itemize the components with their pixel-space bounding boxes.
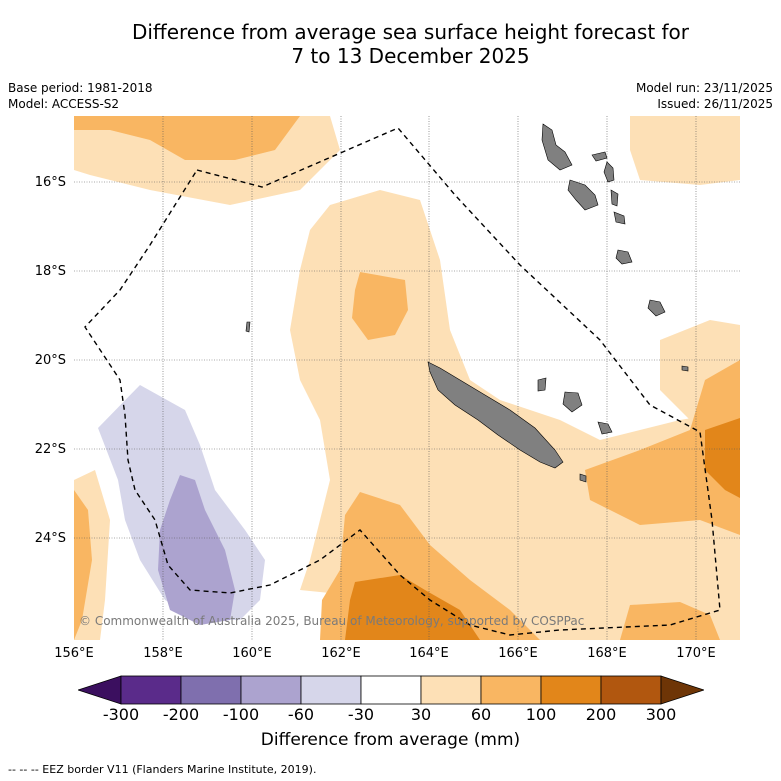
colorbar-cell [300, 675, 362, 705]
anomaly-band-60-100 [74, 490, 92, 640]
map-title: Difference from average sea surface heig… [0, 20, 781, 68]
colorbar-cell [120, 675, 182, 705]
island [579, 473, 587, 483]
colorbar-tick: -200 [162, 705, 200, 724]
colorbar-cell [180, 675, 242, 705]
colorbar-cell [480, 675, 542, 705]
colorbar-cell [600, 675, 662, 705]
meta-left: Base period: 1981-2018 Model: ACCESS-S2 [8, 80, 153, 112]
lon-label-170e: 170°E [676, 646, 716, 661]
colorbar-tick: -60 [287, 705, 315, 724]
vanuatu-island [615, 249, 633, 265]
lon-label-168e: 168°E [587, 646, 627, 661]
anomaly-band-60-100 [620, 602, 720, 640]
lat-label-20s: 20°S [34, 353, 66, 368]
island [681, 365, 689, 372]
island [647, 299, 666, 317]
colorbar-cell [360, 675, 422, 705]
base-period: Base period: 1981-2018 [8, 81, 153, 95]
anomaly-band-neg-60-100 [158, 475, 235, 625]
colorbar-cell [240, 675, 302, 705]
colorbar-cell [540, 675, 602, 705]
title-line-2: 7 to 13 December 2025 [291, 44, 530, 68]
vanuatu-island [610, 189, 619, 207]
anomaly-band-60-100 [585, 360, 740, 535]
meta-right: Model run: 23/11/2025 Issued: 26/11/2025 [636, 80, 773, 112]
issued-date: Issued: 26/11/2025 [657, 97, 773, 111]
anomaly-band-60-100 [352, 272, 408, 340]
colorbar-tick: 30 [410, 705, 432, 724]
lon-label-162e: 162°E [321, 646, 361, 661]
map-area [74, 116, 740, 640]
copyright-notice: © Commonwealth of Australia 2025, Bureau… [79, 614, 585, 628]
vanuatu-island [591, 151, 608, 162]
anomaly-band-30-60 [630, 116, 740, 185]
colorbar-tick: 300 [645, 705, 677, 724]
vanuatu-island [541, 123, 573, 171]
lat-label-16s: 16°S [34, 175, 66, 190]
model-name: Model: ACCESS-S2 [8, 97, 120, 111]
colorbar-tick: 60 [470, 705, 492, 724]
colorbar-tick: 200 [585, 705, 617, 724]
vanuatu-island [613, 211, 626, 225]
lon-label-160e: 160°E [232, 646, 272, 661]
graticule [74, 116, 740, 640]
colorbar-cell [420, 675, 482, 705]
landmass [245, 123, 689, 483]
title-line-1: Difference from average sea surface heig… [131, 20, 690, 44]
loyalty-island [537, 377, 547, 392]
lat-label-24s: 24°S [34, 531, 66, 546]
island [245, 321, 251, 333]
lat-label-18s: 18°S [34, 264, 66, 279]
colorbar-tick: -30 [347, 705, 375, 724]
lon-label-166e: 166°E [498, 646, 538, 661]
lon-label-158e: 158°E [143, 646, 183, 661]
colorbar-tick: -100 [222, 705, 260, 724]
eez-border [84, 127, 721, 636]
colorbar-tick: -300 [102, 705, 140, 724]
lon-label-156e: 156°E [54, 646, 94, 661]
new-caledonia [427, 361, 564, 469]
model-run: Model run: 23/11/2025 [635, 81, 773, 95]
colorbar-tick: 100 [525, 705, 557, 724]
colorbar [78, 675, 704, 705]
vanuatu-island [603, 161, 615, 183]
eez-footnote: -- -- -- EEZ border V11 (Flanders Marine… [8, 763, 317, 776]
colorbar-label: Difference from average (mm) [260, 730, 521, 750]
anomaly-band-60-100 [74, 116, 300, 160]
anomaly-band-100-200 [345, 575, 480, 640]
lat-label-22s: 22°S [34, 442, 66, 457]
colorbar-extend-low [78, 675, 122, 705]
loyalty-island [597, 421, 613, 435]
anomaly-band-100-200 [705, 418, 740, 498]
colorbar-extend-high [660, 675, 704, 705]
loyalty-island [562, 391, 583, 413]
vanuatu-island [567, 179, 599, 211]
lon-label-164e: 164°E [409, 646, 449, 661]
